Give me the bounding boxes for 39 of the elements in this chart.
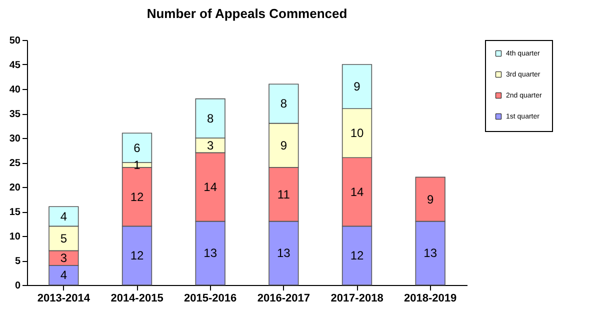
y-tick-label: 5 <box>14 256 21 267</box>
x-tick-label: 2017-2018 <box>330 292 384 304</box>
y-tick-label: 40 <box>9 84 21 96</box>
data-label: 6 <box>134 140 141 155</box>
y-tick-label: 45 <box>9 60 21 71</box>
data-label: 8 <box>280 96 288 111</box>
y-tick-label: 15 <box>9 207 21 218</box>
data-label: 14 <box>350 184 364 199</box>
data-label: 11 <box>277 187 290 202</box>
x-tick-label: 2013-2014 <box>37 292 91 304</box>
data-label: 14 <box>204 180 218 194</box>
data-label: 12 <box>130 248 144 263</box>
y-tick-label: 35 <box>9 109 21 120</box>
y-tick-label: 10 <box>9 232 21 242</box>
y-tick-label: 50 <box>9 36 21 46</box>
y-tick-label: 20 <box>9 182 21 194</box>
data-label: 13 <box>204 246 218 260</box>
data-label: 9 <box>426 192 434 206</box>
data-label: 10 <box>350 126 364 140</box>
data-label: 9 <box>280 138 288 152</box>
data-label: 13 <box>424 246 438 260</box>
data-label: 12 <box>350 248 364 263</box>
data-label: 3 <box>206 138 214 152</box>
data-label: 9 <box>354 80 361 94</box>
data-label: 3 <box>60 251 68 266</box>
x-tick-label: 2016-2017 <box>257 292 310 304</box>
x-tick-label: 2014-2015 <box>110 292 164 304</box>
chart-title: Number of Appeals Commenced <box>146 6 348 21</box>
data-label: 8 <box>206 111 214 126</box>
data-label: 4 <box>60 209 68 224</box>
data-label: 12 <box>130 190 144 204</box>
y-tick-label: 25 <box>9 158 21 169</box>
data-label: 4 <box>60 268 68 282</box>
x-tick-label: 2018-2019 <box>404 292 457 304</box>
y-tick-label: 30 <box>9 134 21 144</box>
y-tick-label: 0 <box>14 280 21 292</box>
data-label: 13 <box>276 246 291 260</box>
data-label: 5 <box>60 231 68 246</box>
x-tick-label: 2015-2016 <box>184 292 237 304</box>
